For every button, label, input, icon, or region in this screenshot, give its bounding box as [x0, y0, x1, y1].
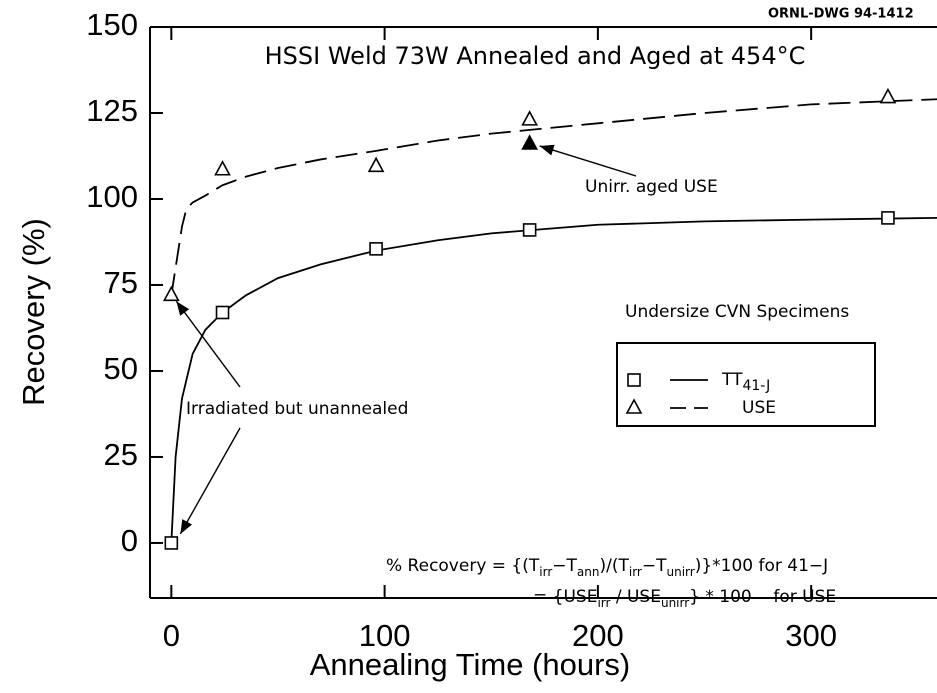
data-point — [367, 156, 385, 173]
x-tick-label: 200 — [572, 618, 624, 653]
data-point — [162, 285, 180, 302]
formula-subscript: ann — [577, 565, 600, 579]
legend-marker — [627, 373, 641, 387]
formula: = {USEirr / USEunirr} * 100 for USE — [533, 587, 836, 610]
fit-curve — [170, 217, 937, 544]
data-point — [521, 134, 538, 150]
formula-text: % Recovery = {(T — [386, 556, 540, 576]
formula-text: )}*100 for 41−J — [695, 556, 828, 576]
formula-text: )/(T — [599, 556, 629, 576]
x-tick-label: 100 — [359, 618, 411, 653]
y-tick-label: 25 — [104, 437, 138, 472]
annotation-arrow — [179, 427, 241, 535]
annotation-arrow — [175, 300, 241, 388]
data-point — [879, 87, 897, 104]
formula-subscript: irr — [539, 565, 552, 579]
legend-label-main: USE — [742, 398, 776, 418]
y-tick-label: 50 — [104, 351, 138, 386]
formula-text: } * 100 for USE — [689, 587, 836, 607]
data-point — [369, 242, 383, 256]
formula-text: / USE — [610, 587, 661, 607]
x-axis-label: Annealing Time (hours) — [310, 647, 631, 682]
formula-subscript: irr — [597, 596, 610, 610]
formula-subscript: unirr — [667, 565, 695, 579]
annotation-arrow — [539, 144, 637, 177]
annotation: Irradiated but unannealed — [186, 399, 408, 419]
data-point — [522, 223, 537, 237]
formula-text: = {USE — [533, 587, 597, 607]
data-point — [164, 536, 179, 550]
data-point — [881, 211, 895, 225]
y-tick-label: 100 — [86, 179, 138, 214]
data-point — [521, 110, 538, 126]
formula: % Recovery = {(Tirr−Tann)/(Tirr−Tunirr)}… — [386, 556, 828, 579]
legend-label: TT41-J — [721, 370, 770, 394]
y-tick-label: 0 — [121, 523, 138, 558]
legend-label-subscript: 41-J — [742, 378, 770, 394]
legend-box — [616, 342, 876, 427]
formula-text: −T — [552, 556, 577, 576]
x-tick-label: 300 — [785, 618, 837, 653]
fit-curve — [170, 98, 937, 296]
x-tick-label: 0 — [163, 618, 180, 653]
annotation: Unirr. aged USE — [585, 177, 718, 197]
y-tick-label: 125 — [86, 93, 138, 128]
formula-subscript: unirr — [661, 596, 689, 610]
drawing-number: ORNL-DWG 94-1412 — [768, 7, 914, 22]
legend-label: USE — [742, 398, 776, 418]
chart-title: HSSI Weld 73W Annealed and Aged at 454°C — [265, 42, 806, 70]
legend-label-main: TT — [721, 370, 743, 390]
y-tick-label: 75 — [104, 265, 138, 300]
data-point — [214, 160, 231, 176]
legend-marker — [625, 398, 643, 414]
y-tick-label: 150 — [86, 7, 138, 42]
formula-subscript: irr — [629, 565, 642, 579]
formula-text: −T — [642, 556, 667, 576]
data-point — [215, 305, 230, 320]
y-axis-label: Recovery (%) — [16, 218, 51, 406]
legend-title: Undersize CVN Specimens — [625, 302, 849, 322]
